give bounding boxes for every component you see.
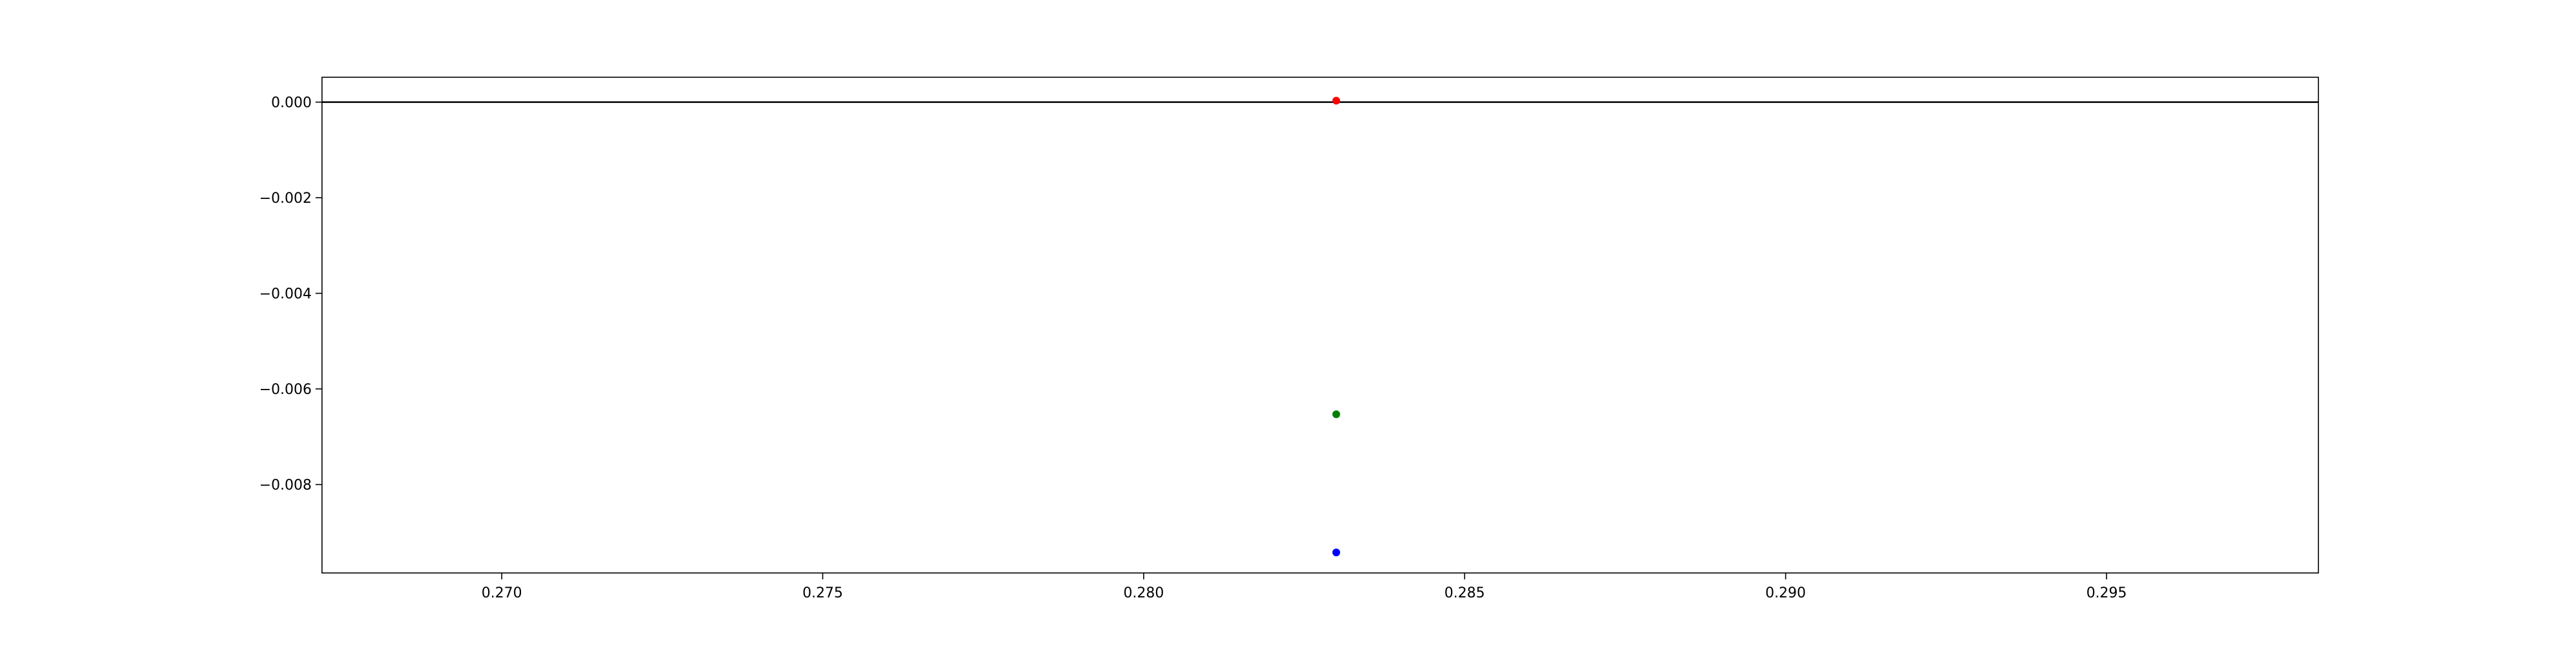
- y-tick-label-3: −0.006: [260, 382, 312, 398]
- axes: 0.270 0.275 0.280 0.285 0.290 0.295 0.000 −0.00…: [260, 77, 2319, 601]
- x-tick-label-5: 0.295: [2087, 585, 2127, 601]
- x-tick-label-2: 0.280: [1123, 585, 1164, 601]
- y-tick-label-0: 0.000: [271, 95, 312, 111]
- y-tick-label-1: −0.002: [260, 191, 312, 207]
- axes-frame: [321, 77, 2319, 574]
- y-tick-label-2: −0.004: [260, 286, 312, 303]
- x-tick-label-0: 0.270: [482, 585, 522, 601]
- plot-area: [322, 97, 2318, 557]
- data-point-2: [1332, 549, 1340, 557]
- x-tick-label-3: 0.285: [1444, 585, 1485, 601]
- x-tick-label-4: 0.290: [1765, 585, 1806, 601]
- data-point-0: [1332, 97, 1340, 105]
- y-tick-label-4: −0.008: [260, 478, 312, 494]
- x-tick-label-1: 0.275: [802, 585, 843, 601]
- data-point-1: [1332, 410, 1340, 418]
